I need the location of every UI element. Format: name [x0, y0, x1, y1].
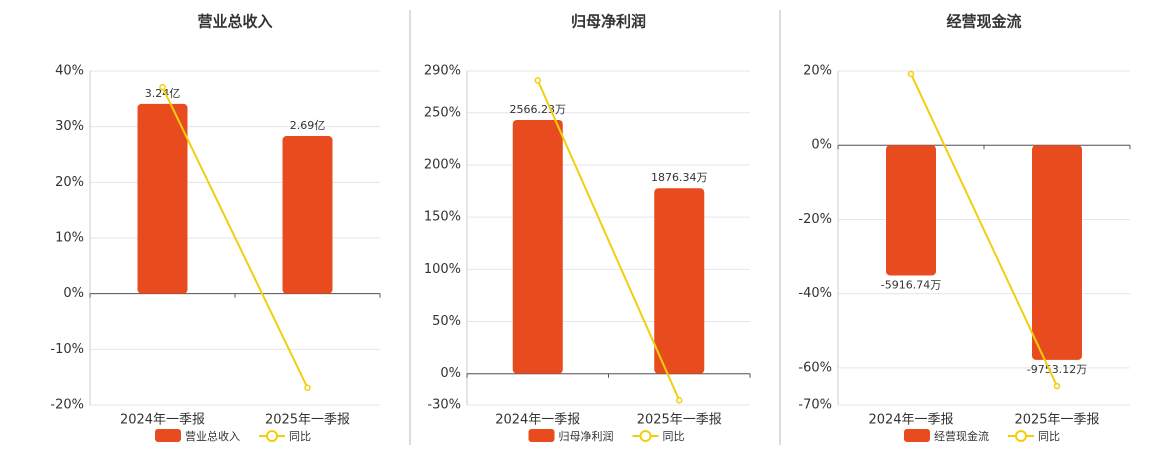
y-tick-label: -70% — [798, 398, 832, 413]
legend-swatch — [904, 429, 930, 442]
legend-swatch — [639, 430, 652, 442]
y-tick-label: 150% — [424, 210, 461, 225]
y-tick-label: 20% — [55, 175, 84, 190]
y-tick-label: 30% — [55, 119, 84, 134]
line-point — [534, 77, 541, 84]
line-point — [1053, 382, 1061, 390]
x-tick-label: 2025年一季报 — [265, 413, 350, 428]
legend-label: 同比 — [1038, 430, 1060, 443]
line-point — [304, 384, 311, 391]
legend-swatch — [1015, 430, 1027, 442]
line — [536, 79, 681, 401]
x-tick-label: 2025年一季报 — [637, 413, 722, 428]
data-label: -9753.12万 — [1027, 363, 1087, 376]
data-label: 3.24亿 — [145, 87, 181, 100]
y-tick-label: -40% — [798, 286, 832, 301]
legend-swatch — [266, 430, 278, 442]
y-tick-label: 10% — [55, 231, 84, 246]
legend-label: 同比 — [289, 430, 311, 443]
line — [161, 86, 309, 389]
chart-title: 经营现金流 — [946, 13, 1021, 31]
x-tick-label: 2025年一季报 — [1014, 413, 1099, 428]
line-point — [159, 83, 166, 91]
legend-label: 同比 — [663, 430, 685, 443]
bar — [512, 120, 563, 374]
x-tick-label: 2024年一季报 — [495, 413, 580, 428]
y-tick-label: 0% — [811, 138, 832, 153]
data-label: 1876.34万 — [651, 171, 708, 184]
bar — [886, 145, 936, 276]
data-label: -5916.74万 — [881, 278, 941, 291]
bar — [137, 103, 188, 294]
y-tick-label: 290% — [424, 64, 461, 79]
data-label: 2566.23万 — [510, 103, 567, 116]
y-tick-label: -10% — [50, 342, 84, 357]
legend-label: 经营现金流 — [934, 429, 989, 443]
y-tick-label: 0% — [63, 286, 84, 301]
legend-swatch — [155, 429, 181, 442]
bar — [282, 136, 333, 294]
line-point — [907, 70, 915, 78]
y-tick-label: 50% — [432, 314, 461, 329]
data-label: 2.69亿 — [290, 119, 326, 132]
chart-title: 归母净利润 — [571, 13, 646, 31]
line-point — [676, 397, 683, 404]
x-tick-label: 2024年一季报 — [868, 413, 953, 428]
bar — [1032, 145, 1082, 360]
y-tick-label: 20% — [803, 64, 832, 79]
bar — [654, 188, 705, 374]
y-tick-label: -60% — [798, 360, 832, 375]
y-tick-label: 250% — [424, 105, 461, 120]
legend-label: 归母净利润 — [559, 429, 614, 443]
y-tick-label: 40% — [55, 64, 84, 79]
line — [910, 73, 1058, 387]
y-tick-label: 100% — [424, 262, 461, 277]
chart-title: 营业总收入 — [197, 13, 272, 31]
y-tick-label: 200% — [424, 157, 461, 172]
y-tick-label: -30% — [427, 398, 461, 413]
y-tick-label: 0% — [440, 366, 461, 381]
y-tick-label: -20% — [50, 398, 84, 413]
y-tick-label: -20% — [798, 212, 832, 227]
legend-swatch — [528, 429, 555, 442]
x-tick-label: 2024年一季报 — [120, 413, 205, 428]
legend-label: 营业总收入 — [185, 429, 240, 443]
